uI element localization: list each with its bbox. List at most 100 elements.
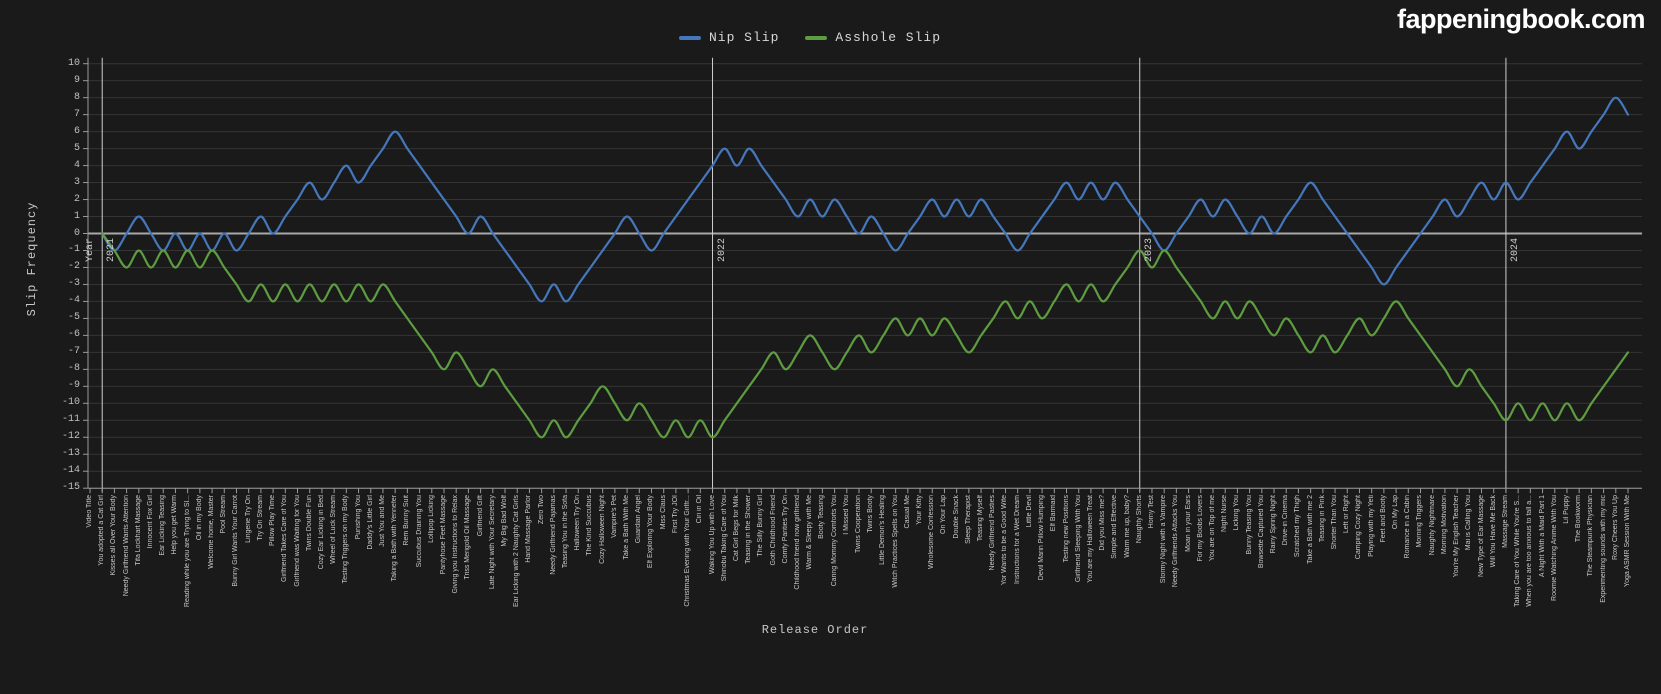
- x-tick-label: Twins Cooperation: [855, 495, 862, 554]
- x-tick-label: On Your Lap: [940, 495, 948, 535]
- x-tick-label: Ear Licking Teasing: [159, 495, 167, 556]
- x-tick-label: Lingerie Try On: [244, 495, 252, 544]
- x-tick-label: Pillow Play Time: [269, 495, 277, 547]
- x-tick-label: Take a Bath With Me: [623, 495, 631, 560]
- legend-label: Nip Slip: [708, 30, 780, 45]
- y-tick-label: -11: [61, 414, 80, 426]
- x-tick-label: Playing with my Yeti: [1367, 495, 1375, 558]
- x-tick-label: Oil in my Body: [195, 495, 203, 541]
- x-tick-label: Triss Merigold Oil Massage: [464, 495, 472, 580]
- x-tick-label: Comfy Panties Try On: [781, 495, 789, 564]
- x-tick-label: Simple and Effective: [1111, 495, 1119, 559]
- series-line-asshole-slip: [101, 232, 1630, 439]
- x-tick-label: Christmas Evening with Your Girlfr...: [684, 495, 692, 607]
- x-tick-label: Taking Care of You While You're S...: [1514, 495, 1522, 608]
- x-tick-label: Massage Stream: [1501, 495, 1509, 549]
- x-tick-label: Guardian Angel: [635, 495, 643, 544]
- y-tick-label: -3: [67, 278, 80, 290]
- x-tick-label: Pool Stream: [220, 495, 228, 534]
- x-tick-label: Zero Two: [537, 495, 545, 525]
- y-tick-label: 5: [73, 142, 80, 154]
- x-tick-label: Wheel of Luck Stream: [330, 495, 338, 565]
- legend-item-nip-slip[interactable]: Nip Slip: [678, 30, 780, 45]
- x-tick-label: I Missed You: [842, 495, 850, 535]
- series-line-nip-slip: [101, 96, 1630, 303]
- x-tick-label: Teasing in Pink: [1318, 495, 1326, 543]
- x-tick-label: For my Boobs Lovers: [1196, 495, 1204, 562]
- x-tick-label: Camping Cozy Night: [1355, 495, 1363, 560]
- y-tick-label: 3: [73, 176, 80, 188]
- y-tick-label: -4: [67, 295, 80, 307]
- y-tick-label: -5: [67, 312, 80, 324]
- y-tick-label: -13: [61, 448, 80, 460]
- y-tick-label: 2: [73, 193, 80, 205]
- x-tick-label: Did you Miss me?: [1099, 495, 1107, 551]
- x-tick-label: Goth Childhood Friend: [769, 495, 777, 566]
- x-tick-label: New Type of Ear Massage: [1477, 495, 1485, 578]
- x-tick-label: Needy Girlfriend Pasties: [989, 495, 997, 571]
- x-tick-label: Try On Stream: [256, 495, 264, 541]
- x-tick-label: Moan in your Ears: [1184, 495, 1192, 552]
- year-marker-label-2022: 2022: [716, 238, 728, 263]
- x-tick-label: Instructions for a Wet Dream: [1013, 495, 1021, 585]
- x-tick-label: Elf Exploring Your Body: [647, 495, 655, 569]
- x-tick-label: When you are too anxious to fall a...: [1526, 495, 1534, 607]
- x-tick-label: On My Lap: [1392, 495, 1400, 530]
- x-tick-label: Left or Right: [1343, 495, 1351, 534]
- x-tick-label: Needy Girlfriends Attacks You: [1172, 495, 1180, 588]
- x-tick-label: Teasing You in the Sofa: [562, 495, 570, 569]
- y-tick-label: 7: [73, 108, 80, 120]
- y-tick-label: -10: [61, 397, 80, 409]
- y-tick-label: -1: [67, 244, 80, 256]
- x-tick-label: Shinobu Taking Care of You: [720, 495, 728, 582]
- y-tick-label: 6: [73, 125, 80, 137]
- x-tick-label: You are my Halloween Treat: [1086, 495, 1094, 583]
- x-tick-label: Ciri in Oil: [696, 495, 704, 524]
- x-tick-label: Little Demon's Healing: [879, 495, 887, 566]
- x-tick-label: Testing new Positions: [1062, 495, 1070, 563]
- x-tick-label: Pantyhose Feet Massage: [439, 495, 447, 575]
- legend-item-asshole-slip[interactable]: Asshole Slip: [805, 30, 941, 45]
- y-tick-label: 10: [67, 57, 80, 69]
- x-tick-label: Needy Girlfriend Wants Attention: [122, 495, 130, 597]
- legend-label: Asshole Slip: [835, 30, 942, 45]
- x-tick-label: Romance in a Cabin: [1404, 495, 1412, 559]
- x-tick-label: Succubus Draining You: [415, 495, 423, 568]
- x-tick-label: Rem Bunny Suit: [403, 495, 411, 546]
- x-tick-label: Warm & Sleepy with Me: [806, 495, 814, 570]
- x-tick-label: Video Title: [86, 495, 93, 528]
- x-tick-label: Double Snack: [952, 495, 960, 539]
- x-tick-label: Late Night with Your Secretary: [488, 495, 496, 590]
- x-tick-label: Licking You: [1233, 495, 1241, 531]
- y-axis-title: Slip Frequency: [25, 201, 39, 317]
- x-tick-label: My Big Bad Wolf: [501, 495, 509, 547]
- x-tick-label: Casual Me: [903, 495, 911, 529]
- x-tick-label: Yor Wants to be a Good Wife: [1001, 495, 1009, 586]
- x-tick-label: Needy Girlfriend Pajamas: [549, 495, 557, 575]
- x-tick-label: Morning Triggers: [1416, 495, 1424, 548]
- x-tick-label: Bunny Girl Wants Your Carrot: [232, 495, 240, 587]
- x-tick-label: Girlfriend Gift: [476, 495, 484, 537]
- legend-swatch: [805, 35, 828, 40]
- x-tick-label: First Try JOI: [671, 495, 679, 534]
- x-tick-label: Drive-in Cinema: [1282, 495, 1290, 546]
- x-tick-label: Wholesome Confession: [928, 495, 936, 570]
- x-tick-label: Your Kitty: [916, 495, 924, 525]
- x-tick-label: Experimenting sounds with my mic: [1599, 495, 1607, 603]
- legend-swatch: [678, 35, 701, 40]
- x-tick-label: Booty Teasing: [818, 495, 826, 540]
- x-tick-label: Mai is Calling You: [1465, 495, 1473, 551]
- x-tick-label: Naughty Shorts: [1135, 495, 1143, 544]
- y-tick-label: -12: [61, 431, 80, 443]
- year-marker-label-2024: 2024: [1509, 238, 1521, 263]
- y-tick-label: 9: [73, 74, 80, 86]
- y-tick-label: -7: [67, 346, 80, 358]
- x-axis-title: Release Order: [761, 623, 869, 637]
- x-tick-label: Elf Barmaid: [1050, 495, 1058, 532]
- y-tick-label: 0: [73, 227, 80, 239]
- x-tick-label: Testing Triggers on my Body: [342, 495, 350, 584]
- y-tick-label: -9: [67, 380, 80, 392]
